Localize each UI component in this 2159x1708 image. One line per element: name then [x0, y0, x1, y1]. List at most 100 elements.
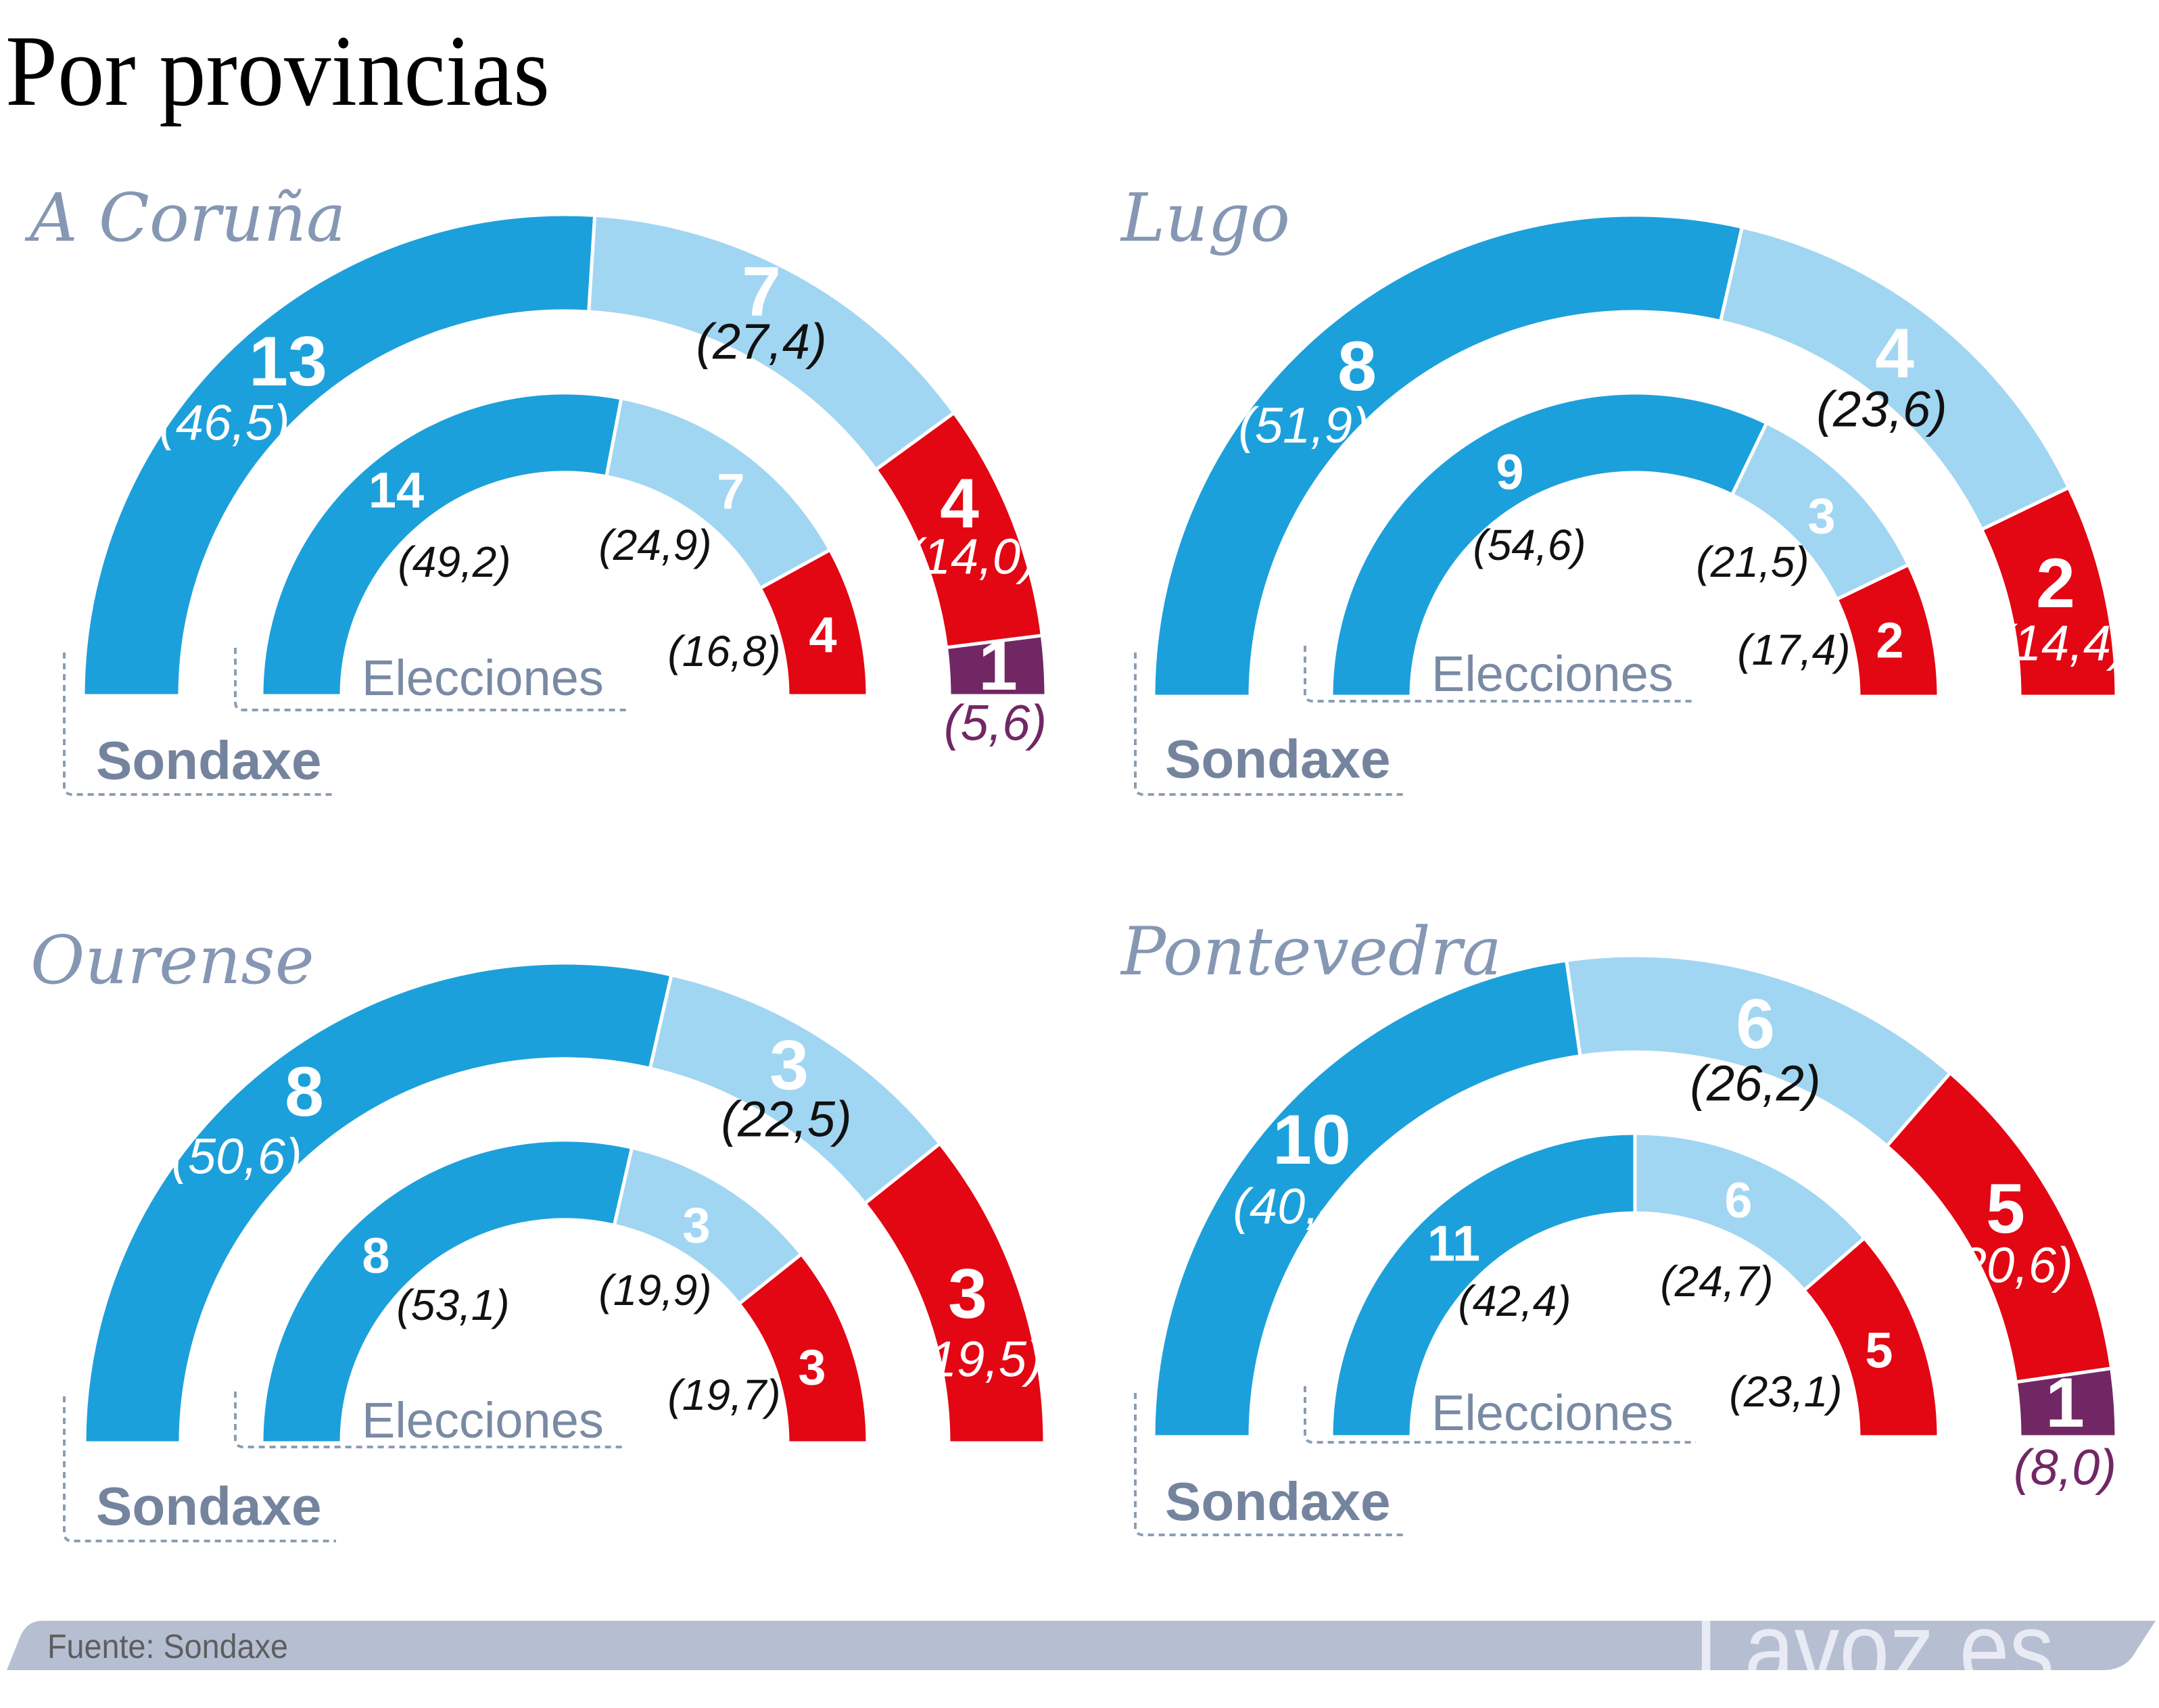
survey-bracket: [63, 1396, 336, 1542]
seat-count-label: 2: [2036, 544, 2075, 623]
election-bracket: [234, 1392, 626, 1448]
province-panel-pontevedra: Pontevedra10(40,4)6(26,2)5(20,6)1(8,0)11…: [1120, 914, 2118, 1536]
seat-segment-psoe: [1979, 485, 2118, 698]
survey-label: Sondaxe: [96, 730, 321, 790]
province-panels: A Coruña13(46,5)7(27,4)4(14,0)1(5,6)14(4…: [24, 180, 2128, 1542]
election-bracket: [1304, 1386, 1696, 1444]
vote-percent-label: (5,6): [944, 695, 1047, 751]
vote-percent-label: (21,5): [1696, 538, 1809, 586]
vote-percent-label: (14,0): [906, 529, 1037, 585]
election-ring: 14 (49,2) 7(24,9) 4 (16,8): [260, 391, 870, 698]
seat-segment-psoe: [862, 1141, 1047, 1445]
province-panel-a-coruna: A Coruña13(46,5)7(27,4)4(14,0)1(5,6)14(4…: [24, 180, 1048, 796]
province-title: Ourense: [30, 922, 314, 999]
seat-count-label: 7: [717, 464, 744, 520]
seat-segment-pp: [1329, 1131, 1637, 1439]
vote-percent-label: (23,1): [1729, 1367, 1842, 1416]
vote-percent-label: (24,7): [1660, 1257, 1773, 1306]
vote-percent-label: (16,8): [667, 627, 780, 675]
seat-count-label: 4: [1875, 314, 1914, 393]
seat-count-label: 8: [362, 1228, 389, 1284]
election-label: Elecciones: [1431, 646, 1674, 702]
seat-count-label: 4: [940, 465, 979, 543]
province-panel-lugo: Lugo8(51,9)4(23,6)2(14,4)9(54,6)3(21,5)2…: [1120, 180, 2128, 796]
seat-count-label: 3: [948, 1255, 987, 1333]
seat-segment-pp: [260, 391, 623, 698]
seat-segment-psoe: [1801, 1235, 1941, 1439]
seat-segment-purple: [944, 633, 1048, 698]
vote-percent-label: (17,4): [1737, 625, 1850, 674]
seat-count-label: 7: [742, 253, 781, 331]
survey-bracket: [1134, 1393, 1406, 1536]
election-ring: 8(53,1) 3 (19,9) 3 (19,7): [260, 1138, 870, 1445]
election-bracket: [1304, 646, 1696, 703]
election-label: Elecciones: [362, 650, 604, 706]
seat-count-label: 3: [1807, 488, 1835, 544]
source-note: Fuente: Sondaxe: [47, 1628, 288, 1665]
seat-segment-psoe: [736, 1252, 870, 1445]
seat-count-label: 13: [249, 323, 327, 401]
seat-count-label: 4: [809, 607, 836, 663]
footer: Fuente: Sondaxe Lavoz.es: [7, 1621, 2156, 1670]
vote-percent-label: (19,7): [667, 1371, 780, 1419]
seat-segment-pp: [1152, 213, 1745, 698]
survey-label: Sondaxe: [96, 1476, 321, 1536]
vote-percent-label: (42,4): [1458, 1277, 1571, 1325]
election-ring: 11 (42,4) 6 (24,7) 5 (23,1): [1329, 1131, 1941, 1439]
vote-percent-label: (53,1): [396, 1281, 509, 1329]
vote-percent-label: (46,5): [159, 395, 289, 451]
vote-percent-label: (26,2): [1690, 1055, 1820, 1112]
seat-count-label: 10: [1273, 1101, 1351, 1179]
election-label: Elecciones: [362, 1392, 604, 1448]
survey-ring: 13(46,5)7(27,4)4(14,0)1(5,6): [81, 212, 1048, 751]
seat-count-label: 11: [1427, 1216, 1480, 1272]
survey-ring: 8(50,6)3(22,5)3(19,5): [82, 961, 1047, 1445]
vote-percent-label: (22,5): [721, 1091, 851, 1147]
seat-segment-pp: [1329, 391, 1770, 698]
survey-label: Sondaxe: [1165, 729, 1390, 789]
seat-count-label: 5: [1986, 1170, 2025, 1248]
seat-count-label: 3: [798, 1339, 826, 1396]
page-title: Por provincias: [5, 15, 550, 127]
seat-count-label: 1: [2045, 1364, 2085, 1442]
seat-count-label: 14: [369, 462, 424, 519]
vote-percent-label: (19,9): [598, 1266, 711, 1314]
vote-percent-label: (54,6): [1473, 521, 1586, 569]
province-title: A Coruña: [24, 180, 346, 257]
province-panel-ourense: Ourense8(50,6)3(22,5)3(19,5)8(53,1)3(19,…: [30, 922, 1047, 1542]
seat-segment-psoe: [757, 547, 870, 698]
seat-count-label: 6: [1724, 1172, 1752, 1229]
seat-count-label: 3: [682, 1197, 710, 1254]
seat-segment-psoe: [1834, 562, 1941, 698]
seat-count-label: 3: [769, 1026, 809, 1105]
vote-percent-label: (24,9): [598, 521, 711, 569]
seat-segment-purple: [2014, 1366, 2118, 1439]
vote-percent-label: (8,0): [2014, 1440, 2116, 1496]
election-label: Elecciones: [1431, 1385, 1674, 1441]
vote-percent-label: (40,4): [1233, 1179, 1363, 1235]
footer-band: [7, 1621, 2156, 1670]
vote-percent-label: (23,6): [1816, 381, 1947, 437]
vote-percent-label: (19,5): [912, 1331, 1043, 1387]
vote-percent-label: (51,9): [1238, 398, 1369, 454]
seat-count-label: 9: [1496, 444, 1523, 500]
province-title: Lugo: [1120, 180, 1290, 257]
seat-segment-pp: [82, 961, 673, 1445]
province-title: Pontevedra: [1120, 914, 1502, 991]
seat-count-label: 8: [1337, 327, 1377, 406]
vote-percent-label: (49,2): [398, 538, 511, 586]
seat-segment-pp: [81, 212, 597, 698]
survey-ring: 8(51,9)4(23,6)2(14,4): [1152, 213, 2128, 698]
vote-percent-label: (14,4): [1997, 615, 2127, 671]
election-bracket: [234, 648, 626, 711]
seat-count-label: 2: [1876, 613, 1903, 669]
survey-bracket: [1134, 653, 1406, 796]
seat-count-label: 6: [1736, 985, 1775, 1064]
survey-bracket: [63, 653, 336, 796]
survey-ring: 10(40,4)6(26,2)5(20,6)1(8,0): [1152, 953, 2118, 1496]
vote-percent-label: (20,6): [1942, 1237, 2072, 1294]
vote-percent-label: (50,6): [171, 1129, 302, 1185]
seat-count-label: 8: [285, 1053, 324, 1131]
seat-segment-pp: [1152, 958, 1582, 1439]
